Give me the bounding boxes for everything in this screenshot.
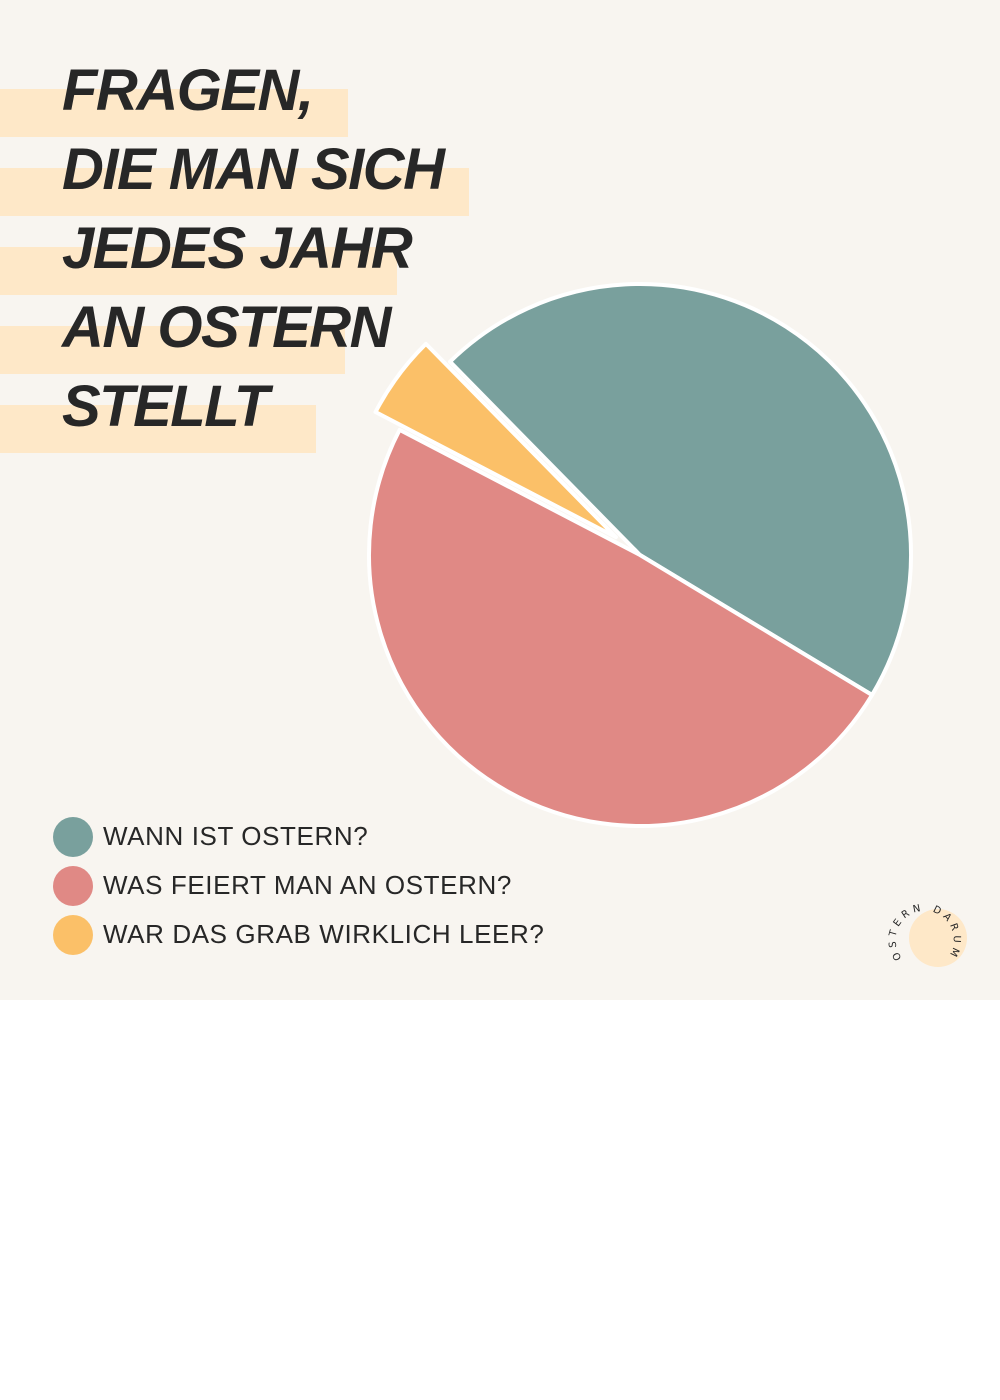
legend-label: WANN IST OSTERN?	[103, 821, 369, 851]
title-line-text: JEDES JAHR	[62, 216, 413, 281]
title-highlight-bar	[0, 168, 469, 216]
pie-slice-3	[373, 341, 618, 540]
legend-swatch	[53, 865, 93, 906]
title-highlight-bar	[0, 247, 397, 295]
legend-swatch	[53, 914, 93, 955]
pie-slice-1	[448, 282, 914, 697]
title-highlight-bar	[0, 89, 348, 137]
legend-swatch	[53, 816, 93, 857]
title-line-text: AN OSTERN	[62, 295, 392, 360]
title-highlight-bar	[0, 405, 316, 453]
legend-label: WAR DAS GRAB WIRKLICH LEER?	[103, 919, 545, 949]
title-line-text: STELLT	[62, 374, 269, 439]
logo-text: OSTERN DARUM	[887, 903, 961, 963]
title-highlight-bar	[0, 326, 345, 374]
legend-item: WANN IST OSTERN?	[53, 812, 544, 861]
title-line-text: DIE MAN SICH	[62, 137, 445, 202]
legend-label: WAS FEIERT MAN AN OSTERN?	[103, 870, 512, 900]
logo-ring-text: OSTERN DARUM	[887, 903, 961, 963]
chart-legend: WANN IST OSTERN? WAS FEIERT MAN AN OSTER…	[53, 812, 544, 959]
pie-slice-2	[367, 427, 875, 828]
legend-item: WAR DAS GRAB WIRKLICH LEER?	[53, 910, 544, 959]
legend-item: WAS FEIERT MAN AN OSTERN?	[53, 861, 544, 910]
pie-chart	[367, 282, 914, 828]
ostern-darum-logo: OSTERN DARUM	[880, 900, 972, 980]
infographic-panel: FRAGEN, DIE MAN SICH JEDES JAHR AN OSTER…	[0, 0, 1000, 1000]
title-line-text: FRAGEN,	[62, 58, 314, 123]
logo-circle	[909, 909, 967, 967]
